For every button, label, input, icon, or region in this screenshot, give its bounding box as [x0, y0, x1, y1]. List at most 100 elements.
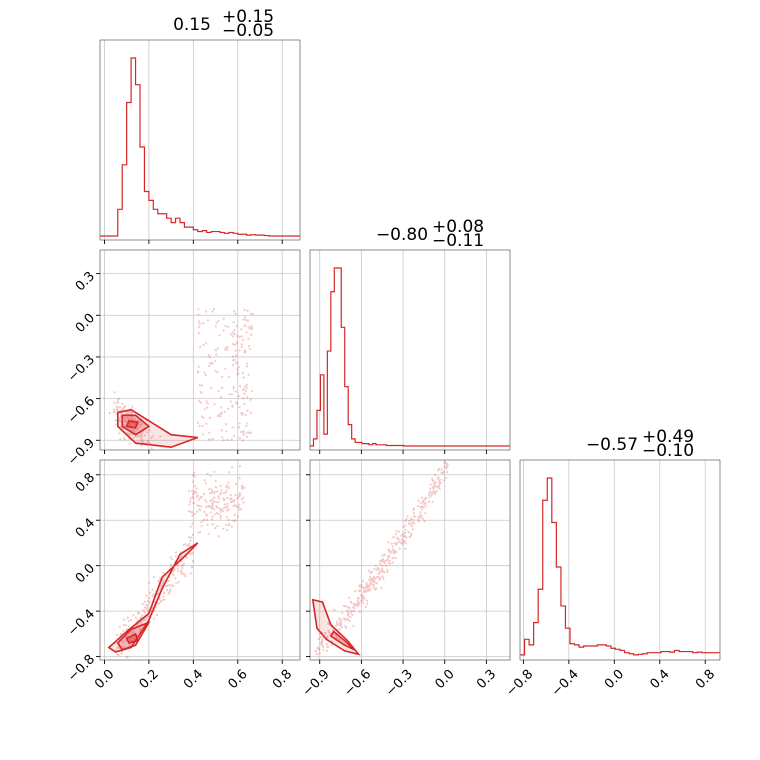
scatter-point	[159, 599, 162, 603]
scatter-point	[226, 496, 229, 500]
scatter-point	[199, 496, 202, 499]
scatter-point	[238, 406, 241, 409]
scatter-point	[320, 638, 324, 641]
scatter-point	[187, 536, 191, 539]
scatter-point	[170, 563, 173, 566]
scatter-point	[140, 423, 143, 426]
scatter-point	[196, 504, 199, 507]
scatter-point	[189, 497, 192, 500]
scatter-point	[372, 586, 376, 590]
scatter-point	[205, 513, 208, 516]
scatter-point	[210, 498, 214, 501]
scatter-point	[128, 416, 131, 420]
scatter-point	[387, 541, 390, 544]
scatter-point	[424, 496, 428, 499]
scatter-point	[201, 519, 205, 522]
scatter-point	[241, 487, 244, 491]
scatter-point	[249, 327, 252, 330]
scatter-point	[117, 653, 120, 657]
scatter-point	[216, 525, 219, 528]
scatter-point	[231, 355, 235, 358]
scatter-point	[214, 369, 217, 372]
scatter-point	[321, 643, 324, 646]
scatter-point	[233, 358, 236, 361]
scatter-point	[246, 362, 249, 365]
scatter-point	[226, 348, 229, 351]
scatter-point	[245, 431, 248, 434]
scatter-point	[240, 343, 243, 346]
scatter-point	[403, 532, 406, 535]
scatter-point	[327, 622, 330, 626]
scatter-point	[123, 405, 126, 408]
scatter-point	[391, 545, 394, 548]
scatter-point	[201, 424, 204, 428]
panel-2-1	[306, 459, 511, 664]
scatter-point	[231, 359, 235, 362]
scatter-point	[356, 604, 359, 607]
scatter-point	[206, 406, 209, 409]
scatter-point	[240, 413, 244, 416]
scatter-point	[343, 617, 346, 620]
scatter-point	[150, 447, 153, 450]
scatter-point	[387, 561, 390, 564]
scatter-point	[217, 535, 220, 538]
scatter-point	[394, 532, 398, 536]
scatter-point	[193, 490, 196, 493]
scatter-point	[122, 646, 125, 649]
scatter-point	[235, 361, 238, 365]
title-plus-1: +0.08	[432, 217, 484, 237]
scatter-point	[373, 579, 376, 582]
scatter-point	[120, 652, 123, 655]
scatter-point	[365, 599, 369, 602]
scatter-point	[219, 510, 222, 513]
scatter-point	[241, 412, 245, 415]
scatter-point	[425, 504, 428, 507]
scatter-point	[420, 505, 423, 509]
scatter-point	[231, 426, 234, 429]
scatter-point	[180, 572, 183, 575]
scatter-point	[378, 571, 381, 574]
scatter-point	[205, 342, 208, 345]
x-tick-label: 0.4	[181, 667, 206, 692]
scatter-point	[417, 499, 420, 502]
scatter-point	[368, 578, 371, 581]
scatter-point	[317, 637, 320, 641]
scatter-point	[123, 618, 126, 621]
panel-content	[107, 464, 246, 659]
scatter-point	[140, 444, 143, 447]
scatter-point	[412, 522, 416, 525]
scatter-point	[198, 531, 202, 534]
scatter-point	[218, 334, 221, 337]
scatter-point	[335, 622, 339, 625]
scatter-point	[204, 482, 207, 485]
scatter-point	[126, 416, 129, 420]
scatter-point	[130, 421, 133, 425]
scatter-point	[114, 419, 117, 422]
scatter-point	[221, 386, 224, 389]
scatter-point	[314, 662, 316, 664]
scatter-point	[189, 539, 192, 542]
scatter-point	[219, 484, 223, 488]
scatter-point	[368, 585, 371, 588]
scatter-point	[139, 621, 143, 624]
scatter-point	[422, 506, 426, 509]
scatter-point	[193, 490, 196, 493]
scatter-point	[382, 557, 385, 561]
contour-line	[107, 542, 199, 653]
scatter-point	[180, 554, 184, 558]
scatter-point	[375, 576, 378, 579]
scatter-point	[205, 422, 208, 425]
scatter-point	[247, 345, 251, 348]
scatter-point	[366, 585, 369, 589]
scatter-point	[191, 511, 194, 514]
scatter-point	[139, 425, 142, 428]
panel-frame	[99, 459, 301, 661]
scatter-point	[419, 514, 422, 517]
scatter-point	[220, 412, 223, 416]
scatter-point	[348, 606, 351, 609]
scatter-point	[213, 470, 216, 473]
scatter-point	[226, 345, 229, 349]
scatter-point	[129, 423, 132, 427]
scatter-point	[157, 579, 160, 582]
scatter-point	[146, 600, 149, 603]
